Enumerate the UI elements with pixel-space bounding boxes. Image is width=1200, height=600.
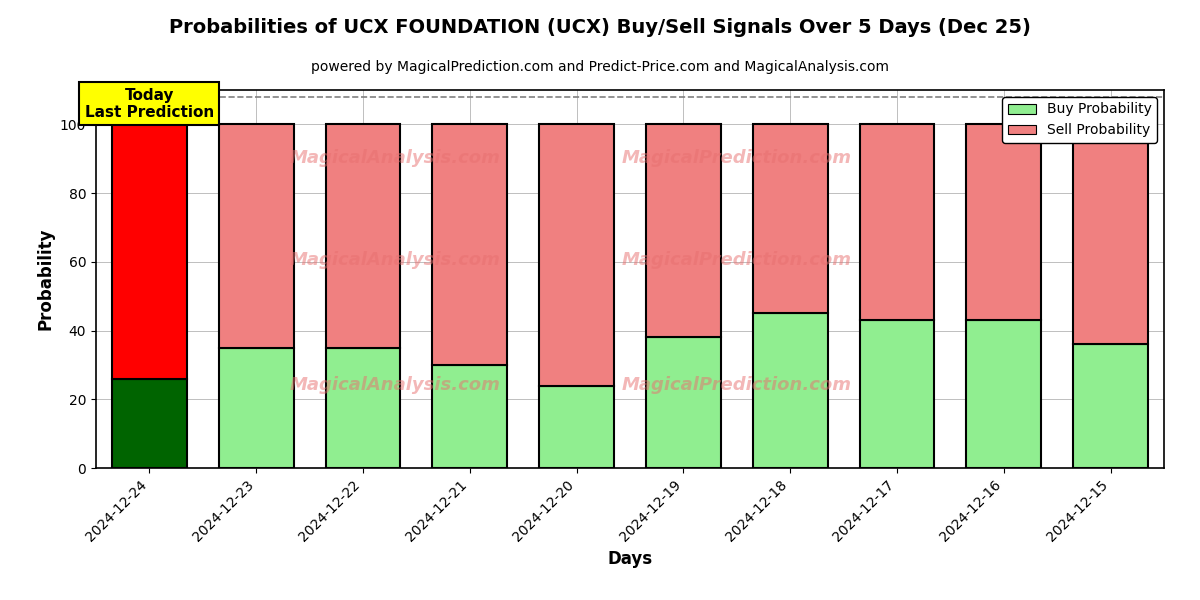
Legend: Buy Probability, Sell Probability: Buy Probability, Sell Probability <box>1002 97 1157 143</box>
Bar <box>432 365 508 468</box>
X-axis label: Days: Days <box>607 550 653 568</box>
Text: MagicalAnalysis.com: MagicalAnalysis.com <box>289 149 500 167</box>
Bar <box>646 337 721 468</box>
Bar <box>539 386 614 468</box>
Bar <box>539 124 614 386</box>
Bar <box>218 124 294 348</box>
Y-axis label: Probability: Probability <box>36 228 54 330</box>
Bar <box>859 320 935 468</box>
Text: Today
Last Prediction: Today Last Prediction <box>85 88 214 120</box>
Bar <box>859 124 935 320</box>
Bar <box>752 313 828 468</box>
Bar <box>112 379 187 468</box>
Text: MagicalPrediction.com: MagicalPrediction.com <box>622 376 852 394</box>
Bar <box>432 124 508 365</box>
Text: MagicalPrediction.com: MagicalPrediction.com <box>622 251 852 269</box>
Text: powered by MagicalPrediction.com and Predict-Price.com and MagicalAnalysis.com: powered by MagicalPrediction.com and Pre… <box>311 60 889 74</box>
Text: Probabilities of UCX FOUNDATION (UCX) Buy/Sell Signals Over 5 Days (Dec 25): Probabilities of UCX FOUNDATION (UCX) Bu… <box>169 18 1031 37</box>
Bar <box>752 124 828 313</box>
Bar <box>1073 124 1148 344</box>
Bar <box>112 124 187 379</box>
Text: MagicalAnalysis.com: MagicalAnalysis.com <box>289 251 500 269</box>
Bar <box>646 124 721 337</box>
Bar <box>1073 344 1148 468</box>
Text: MagicalPrediction.com: MagicalPrediction.com <box>622 149 852 167</box>
Bar <box>966 320 1042 468</box>
Text: MagicalAnalysis.com: MagicalAnalysis.com <box>289 376 500 394</box>
Bar <box>325 348 401 468</box>
Bar <box>218 348 294 468</box>
Bar <box>325 124 401 348</box>
Bar <box>966 124 1042 320</box>
